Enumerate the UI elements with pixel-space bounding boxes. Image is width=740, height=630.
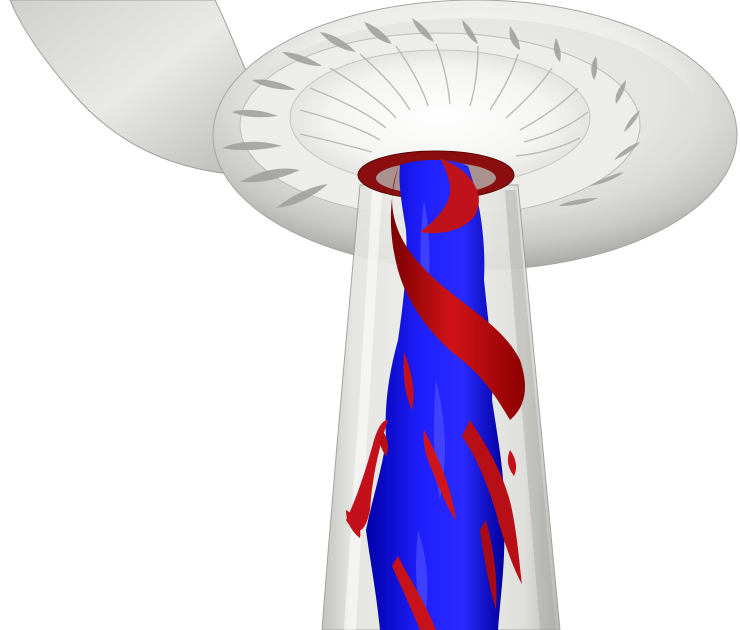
vortex-rope-strand-3: [423, 430, 456, 520]
vortex-rope-fragment-3: [507, 450, 517, 476]
vortex-rope-strand-1: [346, 420, 388, 531]
vortex-rope-fragment-2: [379, 430, 389, 456]
draft-tube-shadow: [505, 190, 556, 630]
spiral-casing-inlet: [9, 0, 256, 176]
vortex-rope-strand-2: [462, 420, 522, 584]
vortex-rope-isosurface: [346, 158, 525, 630]
vortex-rope-strand-5: [480, 520, 497, 610]
runner-blades: [299, 43, 589, 157]
vortex-rope-upper-band: [420, 158, 479, 234]
vortex-rope-strand-4: [392, 556, 436, 630]
vortex-rope-main: [390, 168, 525, 420]
vortex-rope-fragment-1: [346, 510, 361, 538]
guide-vanes: [222, 18, 640, 208]
vortex-rope-strand-6: [403, 352, 414, 410]
